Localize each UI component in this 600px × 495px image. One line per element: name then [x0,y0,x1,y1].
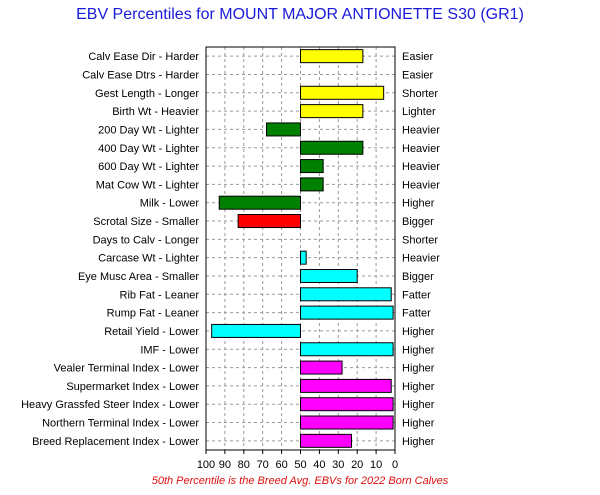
bar-7 [300,177,324,192]
bar-17 [300,360,343,375]
trait-label-right: Higher [402,436,435,448]
trait-label-right: Higher [402,198,435,210]
trait-label-left: Eye Musc Area - Smaller [78,271,199,283]
trait-label-left: Calv Ease Dir - Harder [88,51,199,63]
x-tick-label: 90 [219,459,231,471]
trait-label-left: Retail Yield - Lower [104,326,199,338]
trait-label-left: 600 Day Wt - Lighter [98,161,199,173]
bar-11 [300,250,307,265]
trait-label-right: Higher [402,344,435,356]
x-tick-label: 60 [275,459,287,471]
bar-12 [300,268,358,283]
x-tick-label: 30 [332,459,344,471]
bar-9 [237,214,302,229]
trait-label-left: Breed Replacement Index - Lower [32,436,199,448]
trait-label-left: Calv Ease Dtrs - Harder [82,69,199,81]
trait-label-left: Rib Fat - Leaner [120,289,200,301]
trait-label-left: Milk - Lower [140,198,200,210]
bar-14 [300,305,394,320]
trait-label-left: Mat Cow Wt - Lighter [96,179,200,191]
trait-label-left: Gest Length - Longer [95,88,199,100]
trait-label-left: IMF - Lower [140,344,199,356]
bar-6 [300,159,324,174]
x-tick-label: 0 [392,459,398,471]
x-tick-label: 20 [351,459,363,471]
trait-label-right: Heavier [402,143,440,155]
trait-label-right: Heavier [402,179,440,191]
trait-label-right: Bigger [402,271,434,283]
trait-label-right: Higher [402,326,435,338]
x-tick-label: 40 [313,459,325,471]
x-tick-label: 100 [197,459,215,471]
trait-label-right: Higher [402,418,435,430]
trait-label-right: Higher [402,399,435,411]
bar-0 [300,49,364,64]
bar-13 [300,287,392,302]
x-tick-label: 80 [238,459,250,471]
trait-label-right: Fatter [402,308,431,320]
trait-label-left: Days to Calv - Longer [93,234,200,246]
x-tick-label: 50 [294,459,306,471]
trait-label-left: Birth Wt - Heavier [112,106,199,118]
trait-label-right: Heavier [402,161,440,173]
trait-label-left: Northern Terminal Index - Lower [42,418,199,430]
trait-label-right: Heavier [402,253,440,265]
bar-8 [218,195,301,210]
bar-16 [300,342,394,357]
trait-label-right: Fatter [402,289,431,301]
trait-label-left: 200 Day Wt - Lighter [98,124,199,136]
trait-label-left: Supermarket Index - Lower [66,381,199,393]
trait-label-left: Vealer Terminal Index - Lower [54,363,200,375]
chart-title: EBV Percentiles for MOUNT MAJOR ANTIONET… [76,6,524,23]
bar-15 [211,323,301,338]
trait-label-right: Heavier [402,124,440,136]
bar-5 [300,140,364,155]
trait-label-left: 400 Day Wt - Lighter [98,143,199,155]
bar-4 [265,122,302,137]
bar-3 [300,104,364,119]
x-tick-label: 10 [370,459,382,471]
trait-label-right: Higher [402,381,435,393]
chart-footnote: 50th Percentile is the Breed Avg. EBVs f… [151,475,449,487]
trait-label-right: Shorter [402,88,438,100]
trait-label-right: Lighter [402,106,436,118]
trait-label-left: Rump Fat - Leaner [107,308,200,320]
trait-label-right: Easier [402,51,434,63]
bar-21 [300,433,353,448]
trait-label-left: Carcase Wt - Lighter [98,253,199,265]
bar-2 [300,85,385,100]
bar-20 [300,415,394,430]
trait-label-left: Heavy Grassfed Steer Index - Lower [21,399,199,411]
trait-label-right: Bigger [402,216,434,228]
trait-label-right: Shorter [402,234,438,246]
trait-label-right: Higher [402,363,435,375]
trait-label-left: Scrotal Size - Smaller [93,216,199,228]
trait-label-right: Easier [402,69,434,81]
bar-18 [300,378,392,393]
x-tick-label: 70 [257,459,269,471]
bar-19 [300,397,394,412]
